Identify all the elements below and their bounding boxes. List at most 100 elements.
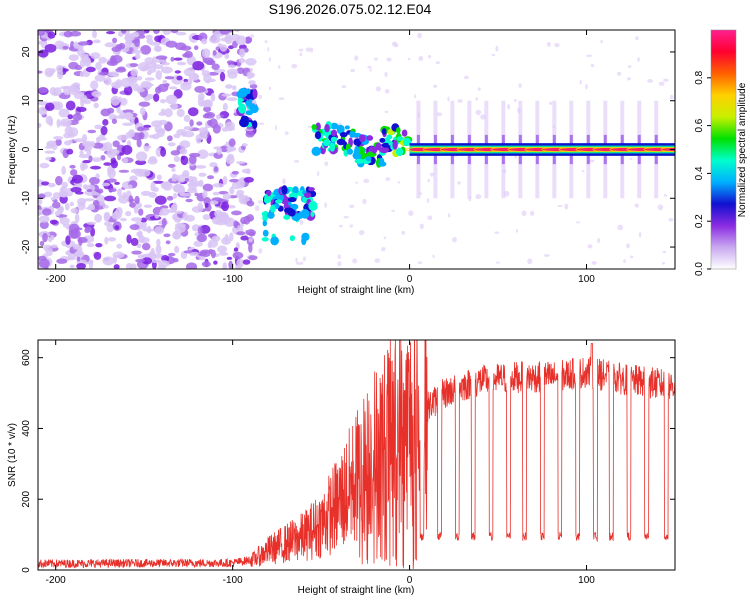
faint-speckle	[494, 231, 500, 234]
noise-speckle	[154, 226, 165, 235]
noise-speckle	[79, 71, 85, 78]
faint-speckle	[384, 71, 388, 78]
noise-speckle	[143, 204, 153, 208]
noise-speckle	[102, 205, 109, 209]
signal-blob	[240, 115, 247, 124]
noise-speckle	[247, 231, 256, 237]
signal-blob	[283, 214, 291, 220]
noise-speckle	[114, 181, 120, 185]
carrier-peak	[561, 147, 586, 152]
signal-blob	[278, 193, 284, 201]
noise-speckle	[95, 173, 100, 179]
signal-blob	[395, 147, 404, 157]
noise-speckle	[155, 70, 163, 80]
faint-speckle	[274, 124, 277, 131]
noise-speckle	[165, 94, 178, 105]
y-tick-label: 400	[21, 420, 32, 437]
noise-speckle	[86, 188, 93, 193]
carrier-peak	[426, 147, 451, 152]
faint-speckle	[626, 243, 630, 249]
faint-speckle	[669, 94, 674, 100]
noise-speckle	[50, 244, 58, 249]
noise-speckle	[172, 231, 181, 239]
faint-speckle	[358, 229, 365, 236]
noise-speckle	[138, 235, 145, 243]
noise-speckle	[222, 262, 228, 269]
faint-speckle	[301, 261, 304, 265]
noise-speckle	[104, 195, 117, 202]
faint-speckle	[384, 89, 390, 94]
noise-speckle	[186, 187, 198, 194]
colorbar-tick-label: 0.4	[694, 166, 705, 180]
noise-speckle	[171, 168, 176, 172]
faint-speckle	[637, 57, 640, 62]
faint-speckle	[663, 194, 668, 197]
noise-speckle	[241, 143, 248, 147]
noise-speckle	[87, 129, 97, 134]
noise-speckle	[245, 130, 255, 138]
noise-speckle	[117, 66, 126, 71]
noise-speckle	[148, 191, 157, 198]
noise-speckle	[228, 30, 233, 33]
noise-speckle	[183, 125, 193, 131]
noise-speckle	[209, 35, 221, 44]
noise-speckle	[158, 112, 166, 116]
noise-speckle	[185, 262, 198, 269]
noise-speckle	[122, 192, 127, 199]
carrier-peak	[578, 147, 603, 152]
noise-speckle	[232, 251, 244, 260]
faint-speckle	[514, 98, 517, 103]
noise-speckle	[135, 258, 146, 263]
faint-speckle	[516, 229, 519, 233]
noise-speckle	[217, 211, 229, 222]
noise-speckle	[97, 188, 104, 194]
noise-speckle	[80, 54, 87, 60]
faint-speckle	[634, 203, 640, 208]
noise-speckle	[118, 169, 130, 173]
noise-speckle	[138, 208, 144, 216]
noise-speckle	[142, 83, 154, 87]
y-tick-label: 20	[21, 46, 32, 58]
noise-speckle	[170, 150, 181, 156]
noise-speckle	[177, 174, 186, 183]
noise-speckle	[38, 258, 50, 269]
noise-speckle	[39, 162, 50, 169]
noise-speckle	[212, 49, 217, 56]
faint-speckle	[397, 181, 401, 184]
faint-speckle	[447, 96, 450, 102]
faint-speckle	[457, 99, 463, 103]
faint-speckle	[586, 54, 593, 58]
noise-speckle	[122, 109, 134, 114]
noise-speckle	[134, 38, 140, 47]
faint-speckle	[417, 261, 423, 265]
noise-speckle	[103, 211, 111, 221]
signal-blob	[366, 135, 374, 141]
noise-speckle	[227, 153, 234, 160]
noise-speckle	[239, 48, 246, 58]
signal-blob	[283, 207, 294, 214]
noise-speckle	[60, 118, 72, 126]
noise-speckle	[224, 53, 230, 60]
faint-speckle	[374, 258, 381, 263]
signal-blob	[379, 146, 390, 154]
noise-speckle	[38, 193, 46, 200]
noise-speckle	[38, 40, 43, 45]
noise-speckle	[210, 92, 216, 102]
noise-speckle	[68, 54, 79, 61]
noise-speckle	[55, 138, 62, 146]
noise-speckle	[110, 95, 121, 106]
faint-speckle	[419, 223, 424, 230]
carrier-peak	[646, 147, 671, 152]
noise-speckle	[42, 208, 52, 216]
noise-speckle	[68, 223, 80, 233]
signal-blob	[365, 156, 372, 162]
noise-speckle	[47, 182, 56, 188]
noise-speckle	[243, 176, 254, 183]
noise-speckle	[53, 87, 62, 96]
faint-speckle	[427, 178, 430, 183]
faint-speckle	[495, 261, 500, 264]
noise-speckle	[227, 64, 237, 68]
noise-speckle	[72, 244, 81, 250]
noise-speckle	[76, 106, 87, 112]
noise-speckle	[49, 219, 58, 225]
